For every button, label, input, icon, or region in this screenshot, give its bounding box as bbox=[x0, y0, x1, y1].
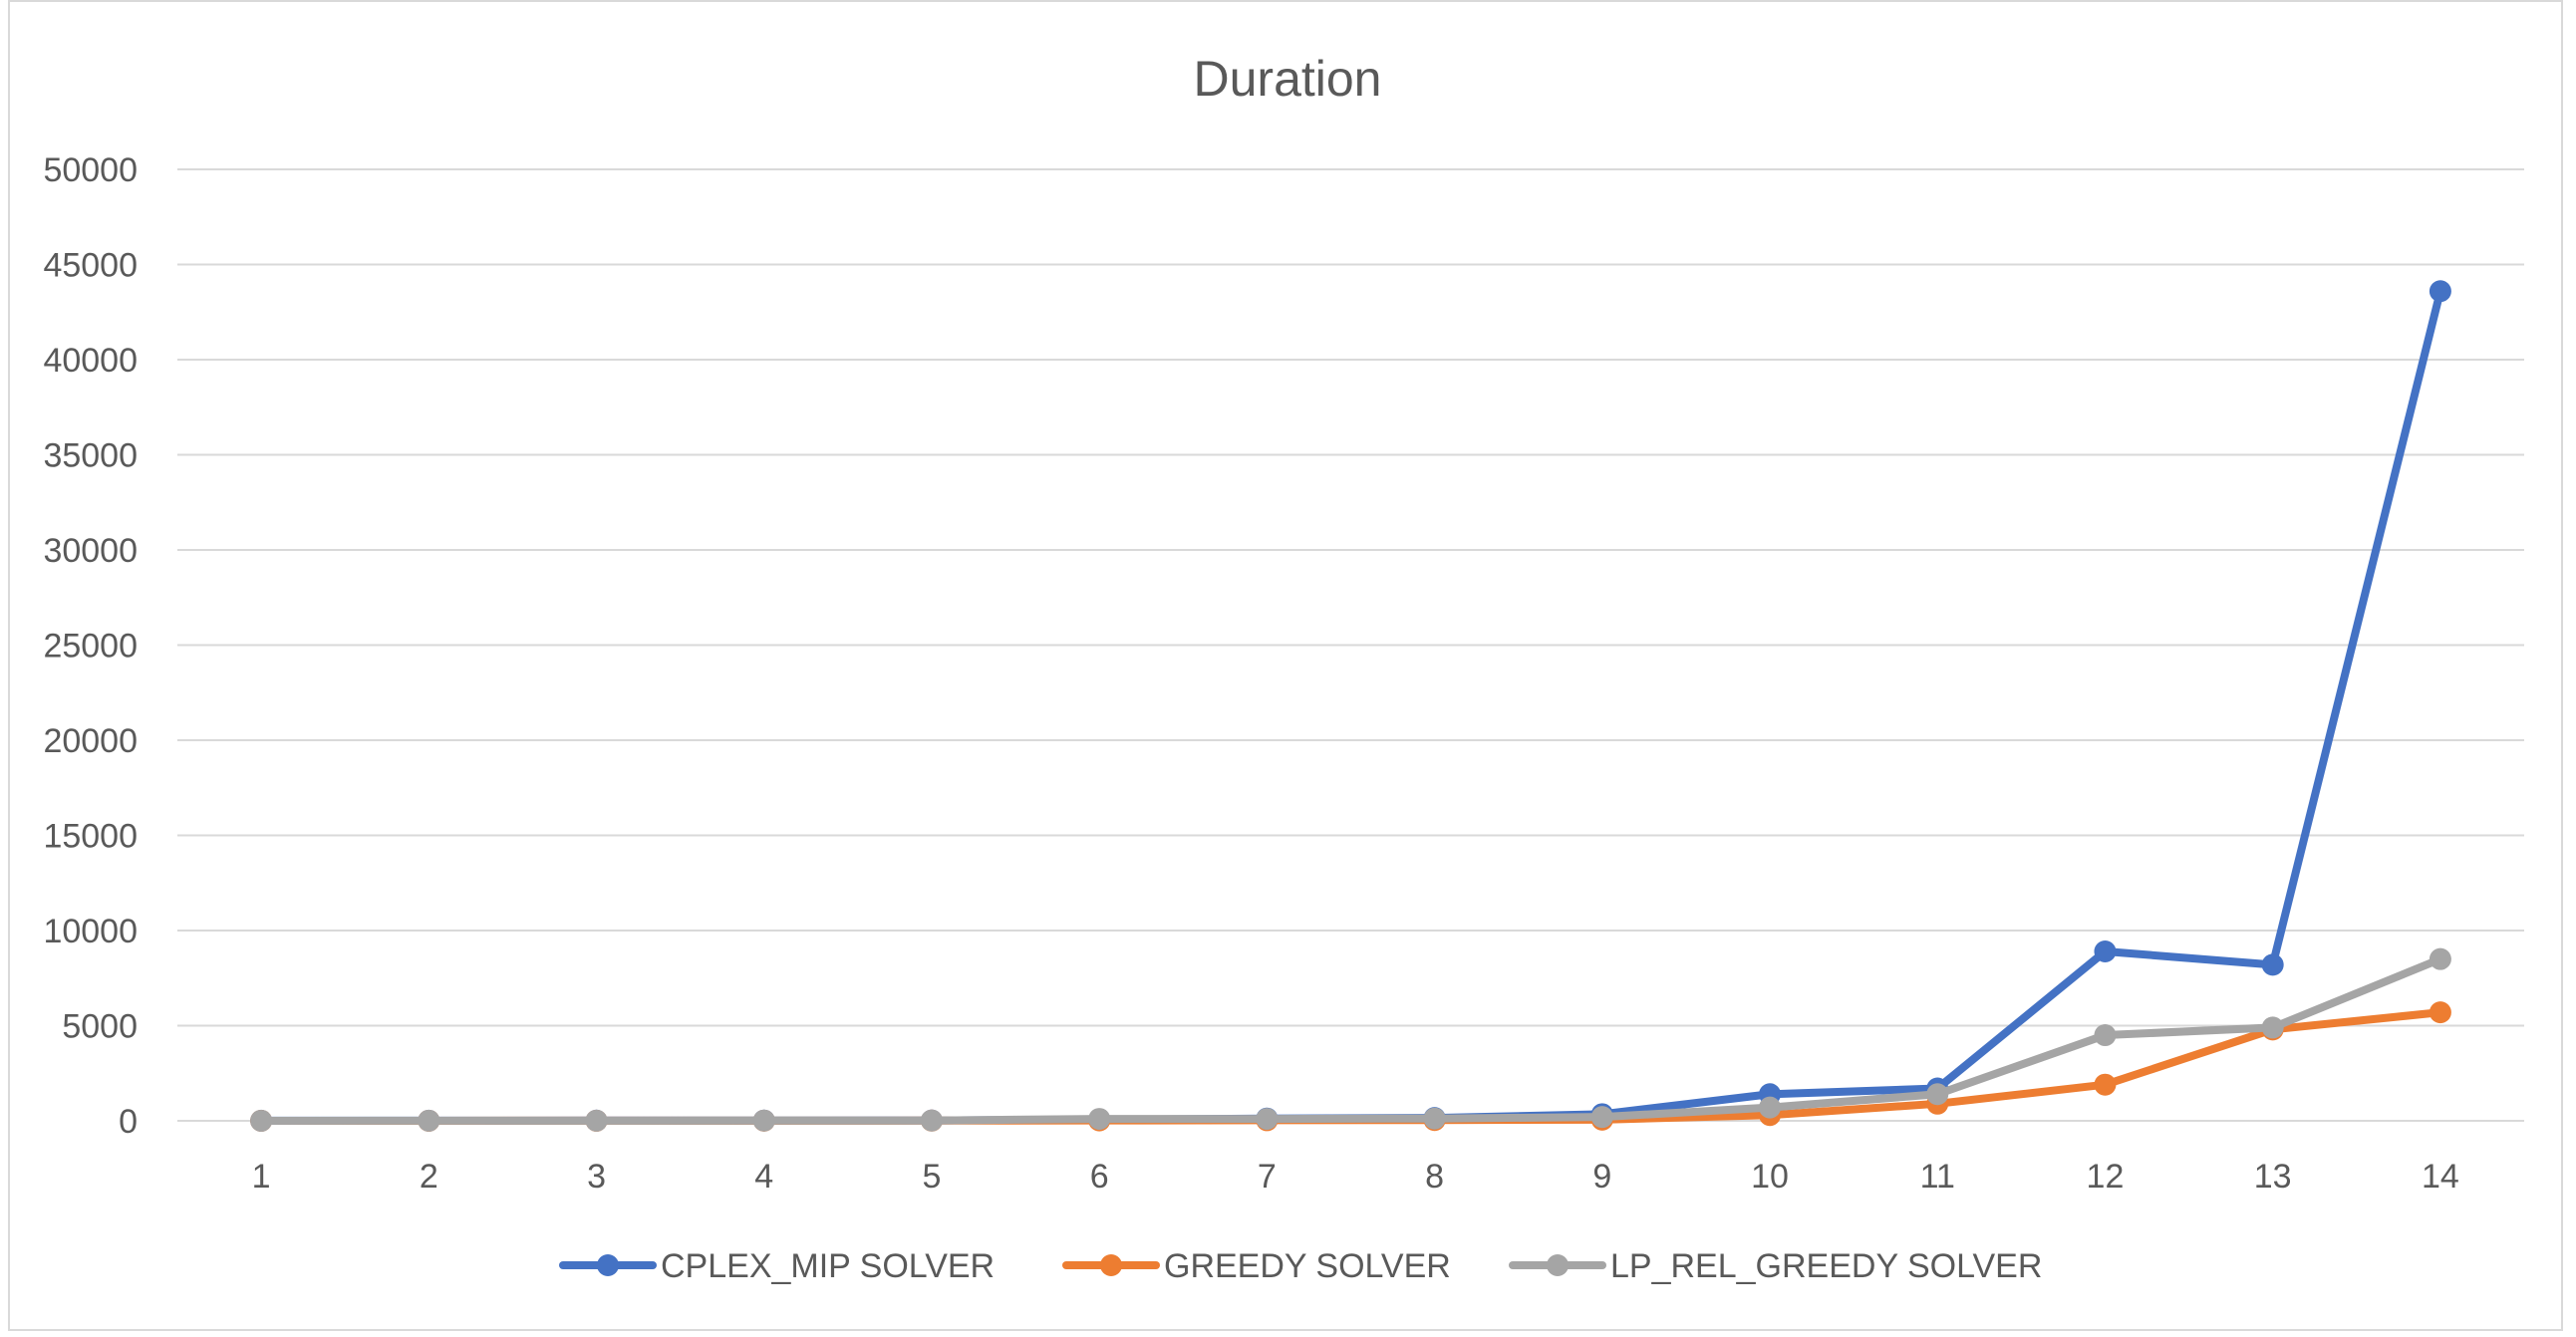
x-tick-label: 10 bbox=[1751, 1158, 1789, 1196]
series-line bbox=[257, 954, 2444, 1125]
data-point bbox=[752, 1109, 775, 1132]
data-point bbox=[920, 1109, 943, 1132]
x-tick-label: 1 bbox=[252, 1158, 271, 1196]
y-tick-label: 20000 bbox=[43, 722, 138, 760]
series-line bbox=[257, 287, 2444, 1125]
data-point bbox=[1423, 1107, 1446, 1130]
x-tick-label: 3 bbox=[587, 1158, 606, 1196]
data-point bbox=[2261, 953, 2284, 976]
x-tick-label: 14 bbox=[2422, 1158, 2459, 1196]
data-point bbox=[2094, 940, 2117, 963]
x-tick-label: 7 bbox=[1258, 1158, 1277, 1196]
series-1 bbox=[250, 280, 2451, 1132]
y-tick-label: 15000 bbox=[43, 818, 138, 856]
series-lines bbox=[250, 280, 2451, 1132]
series-2 bbox=[250, 1001, 2451, 1132]
chart-title: Duration bbox=[1194, 51, 1382, 107]
y-tick-label: 5000 bbox=[62, 1008, 138, 1046]
legend-item: LP_REL_GREEDY SOLVER bbox=[1509, 1247, 2042, 1285]
data-point bbox=[2094, 1073, 2117, 1096]
data-point bbox=[1590, 1106, 1613, 1129]
legend-label: LP_REL_GREEDY SOLVER bbox=[1610, 1247, 2042, 1285]
x-tick-label: 2 bbox=[420, 1158, 438, 1196]
x-tick-label: 11 bbox=[1920, 1158, 1955, 1196]
data-point bbox=[250, 1109, 273, 1132]
y-tick-label: 45000 bbox=[43, 247, 138, 285]
y-tick-label: 0 bbox=[119, 1103, 138, 1141]
data-point bbox=[2429, 280, 2451, 303]
y-tick-label: 25000 bbox=[43, 628, 138, 666]
data-point bbox=[418, 1109, 440, 1132]
legend-label: CPLEX_MIP SOLVER bbox=[661, 1247, 995, 1285]
data-point bbox=[1256, 1108, 1279, 1131]
legend-item: CPLEX_MIP SOLVER bbox=[559, 1247, 995, 1285]
x-tick-label: 12 bbox=[2087, 1158, 2125, 1196]
legend: CPLEX_MIP SOLVER GREEDY SOLVER LP_REL_GREE… bbox=[559, 1247, 2042, 1285]
x-tick-label: 13 bbox=[2254, 1158, 2292, 1196]
x-tick-label: 5 bbox=[923, 1158, 942, 1196]
data-point bbox=[2429, 947, 2451, 970]
legend-swatch-marker bbox=[1100, 1254, 1122, 1276]
y-tick-label: 30000 bbox=[43, 532, 138, 570]
y-tick-label: 50000 bbox=[43, 151, 138, 189]
gridlines bbox=[177, 168, 2524, 1122]
x-tick-label: 9 bbox=[1592, 1158, 1611, 1196]
x-tick-label: 4 bbox=[754, 1158, 773, 1196]
y-tick-label: 35000 bbox=[43, 437, 138, 475]
series-3 bbox=[250, 947, 2451, 1132]
chart-frame bbox=[8, 0, 2563, 1331]
data-point bbox=[585, 1109, 608, 1132]
x-tick-label: 8 bbox=[1425, 1158, 1444, 1196]
y-tick-label: 40000 bbox=[43, 342, 138, 380]
legend-swatch-marker bbox=[1547, 1254, 1569, 1276]
legend-item: GREEDY SOLVER bbox=[1062, 1247, 1451, 1285]
data-point bbox=[1926, 1083, 1949, 1106]
y-tick-label: 10000 bbox=[43, 913, 138, 950]
data-point bbox=[2094, 1024, 2117, 1047]
data-point bbox=[1759, 1096, 1782, 1119]
y-axis-tick-labels: 0 5000 10000 15000 20000 25000 30000 35000 40000… bbox=[43, 151, 138, 1141]
data-point bbox=[2261, 1016, 2284, 1039]
x-axis-tick-labels: 1 2 3 4 5 6 7 8 9 10 11 12 13 14 bbox=[252, 1158, 2459, 1196]
data-point bbox=[2429, 1001, 2451, 1024]
legend-label: GREEDY SOLVER bbox=[1164, 1247, 1451, 1285]
x-tick-label: 6 bbox=[1090, 1158, 1109, 1196]
data-point bbox=[1088, 1108, 1111, 1131]
legend-swatch-marker bbox=[597, 1254, 619, 1276]
